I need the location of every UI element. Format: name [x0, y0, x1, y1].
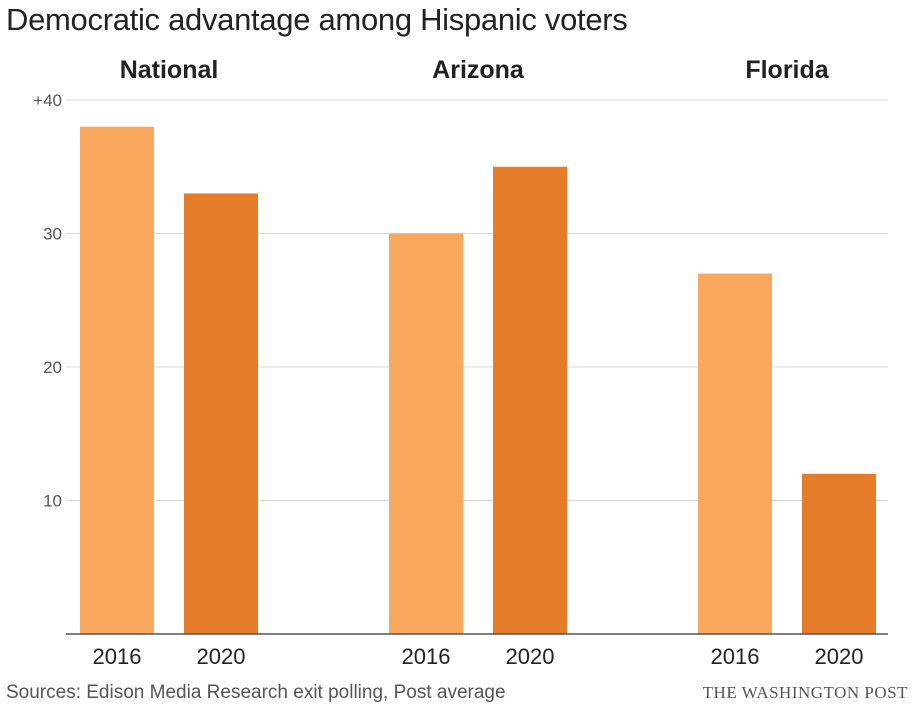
bar-national-2020	[184, 193, 258, 634]
publisher-credit: THE WASHINGTON POST	[702, 683, 908, 702]
x-tick-label: 2020	[506, 644, 555, 669]
x-tick-label: 2020	[815, 644, 864, 669]
bar-chart: 10 20 30 +40 National 2016 2020 Arizona 2016 2020…	[33, 56, 888, 669]
x-tick-label: 2016	[402, 644, 451, 669]
panel-title-national: National	[120, 56, 219, 84]
chart-title: Democratic advantage among Hispanic vote…	[6, 2, 628, 37]
x-tick-label: 2016	[711, 644, 760, 669]
y-tick-label: 20	[43, 358, 62, 377]
bar-arizona-2016	[389, 233, 463, 634]
y-tick-label: 30	[43, 225, 62, 244]
bar-florida-2020	[802, 473, 876, 634]
bar-florida-2016	[698, 273, 772, 634]
y-tick-label: 10	[43, 492, 62, 511]
x-tick-label: 2020	[197, 644, 246, 669]
source-note: Sources: Edison Media Research exit poll…	[6, 682, 506, 703]
x-tick-label: 2016	[93, 644, 142, 669]
panel-title-florida: Florida	[745, 56, 829, 84]
panel-title-arizona: Arizona	[432, 56, 525, 84]
bar-national-2016	[80, 126, 154, 634]
y-tick-label: +40	[33, 91, 62, 110]
bar-arizona-2020	[493, 166, 567, 634]
